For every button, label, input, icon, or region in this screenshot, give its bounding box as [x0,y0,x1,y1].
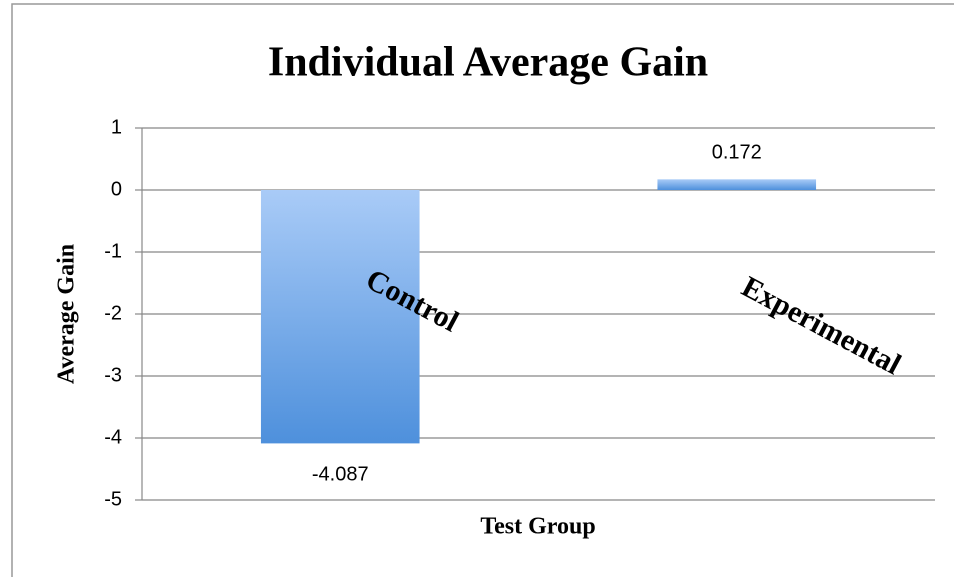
value-label: -4.087 [312,464,369,486]
bar [260,190,420,444]
value-label: 0.172 [712,142,762,164]
y-tick-label: -1 [104,240,122,262]
y-tick-label: -3 [104,364,122,386]
y-tick-label: 0 [111,178,122,200]
y-tick-label: -2 [104,302,122,324]
y-axis-title: Average Gain [54,244,80,384]
y-tick-label: 1 [111,116,122,138]
bar [657,179,817,190]
x-axis-title: Test Group [480,514,595,540]
y-tick-label: -4 [104,426,122,448]
y-tick-label: -5 [104,488,122,510]
chart-frame [11,3,954,577]
chart-title: Individual Average Gain [268,40,708,86]
